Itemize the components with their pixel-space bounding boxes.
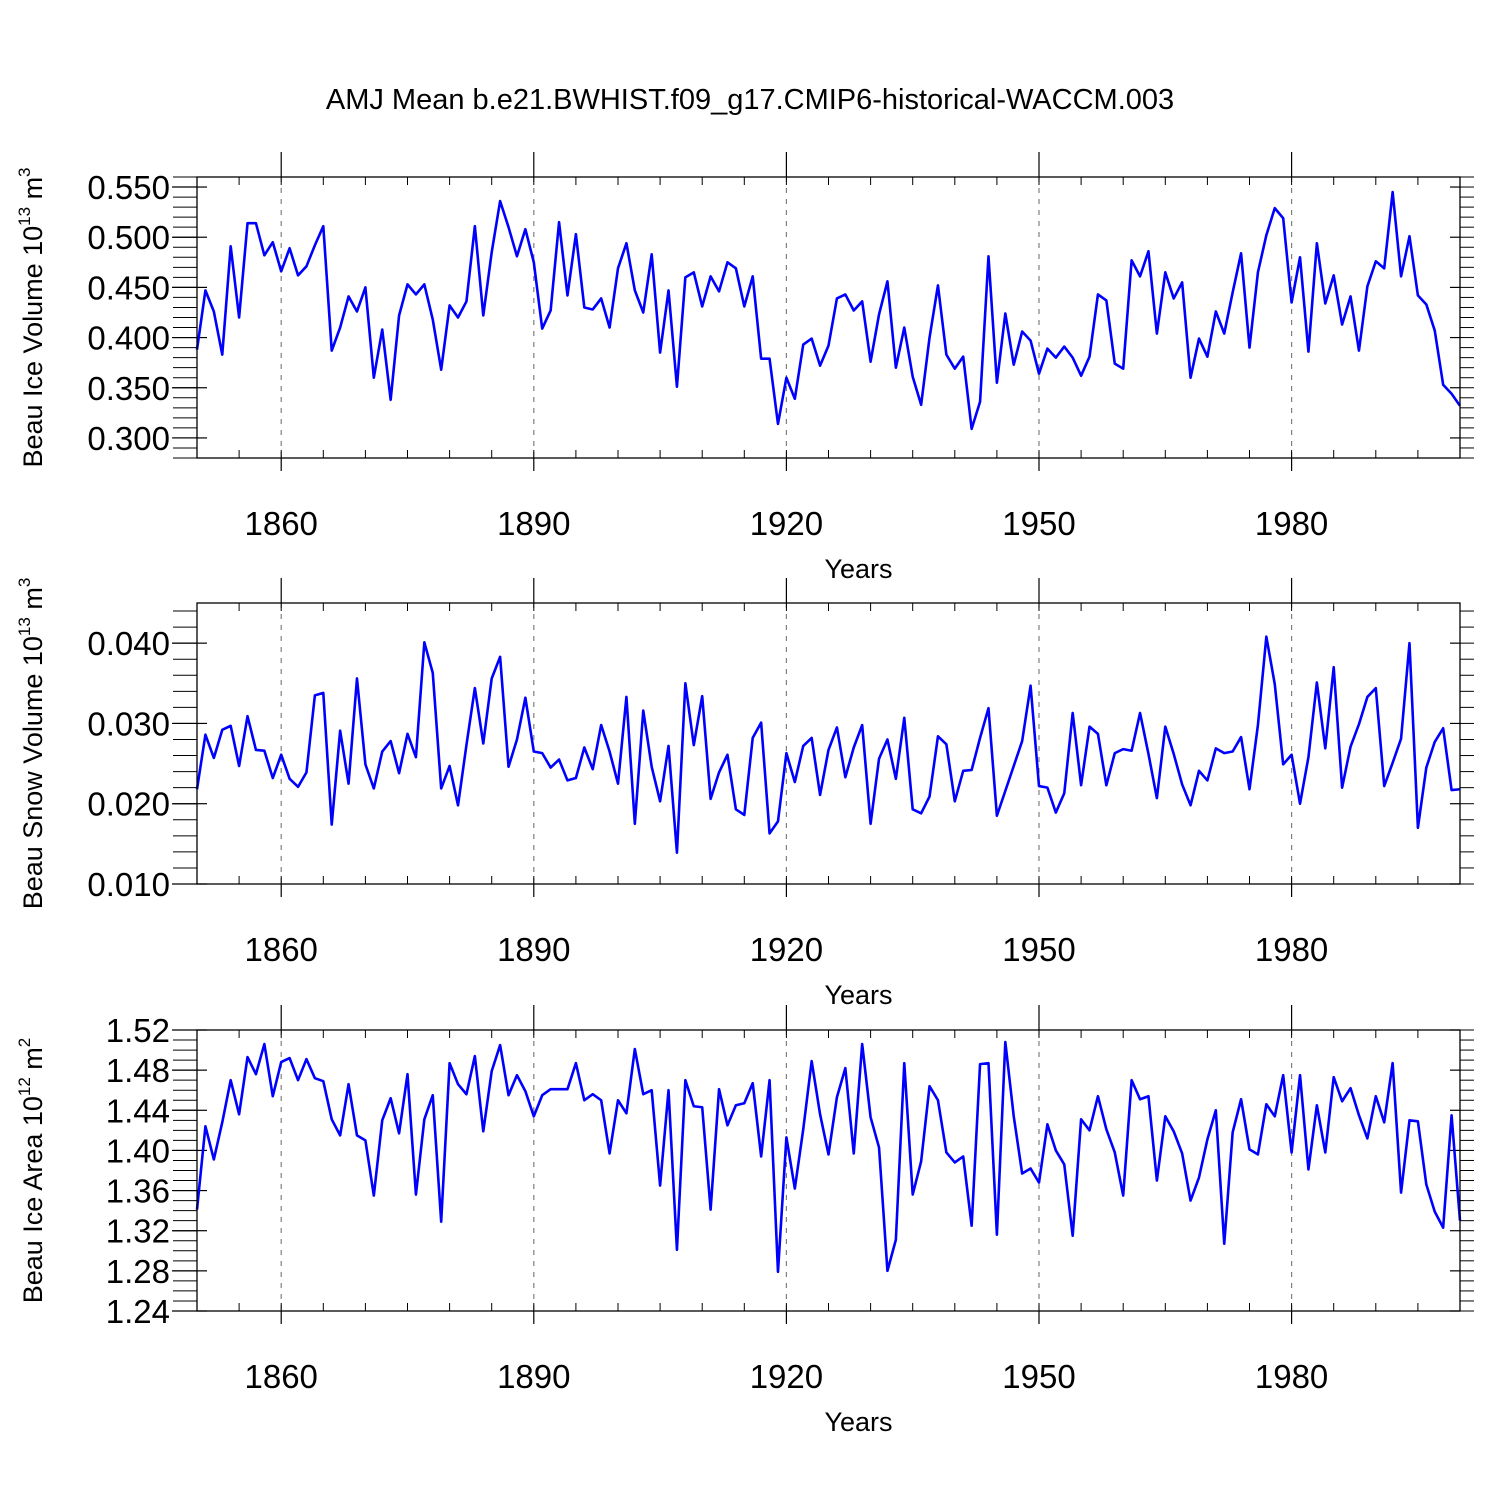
x-tick-label: 1950: [1002, 505, 1075, 542]
plot-frame: [196, 602, 1461, 885]
y-tick-label: 0.030: [87, 705, 170, 742]
y-tick-label: 1.48: [106, 1052, 170, 1089]
series-line-ice-area: [195, 1040, 1462, 1274]
y-tick-label: 1.40: [106, 1132, 170, 1169]
y-tick-label: 0.040: [87, 625, 170, 662]
y-tick-label: 1.52: [106, 1012, 170, 1049]
y-tick-label: 1.36: [106, 1173, 170, 1210]
panel-ice-volume: 1860 1890 1920 1950 1980 0.300 0.350 0.400 0.450…: [15, 152, 1474, 584]
series-line-ice-volume: [195, 190, 1462, 431]
y-tick-label: 0.400: [87, 320, 170, 357]
x-axis-label: Years: [824, 554, 892, 584]
y-tick-label: 0.450: [87, 269, 170, 306]
x-tick-label: 1890: [497, 1358, 570, 1395]
y-axis-label: Beau Snow Volume 1013 m3: [15, 578, 48, 910]
y-tick-label: 0.550: [87, 169, 170, 206]
x-tick-label: 1920: [750, 1358, 823, 1395]
x-tick-label: 1890: [497, 505, 570, 542]
x-tick-label: 1860: [244, 505, 317, 542]
y-axis-label: Beau Ice Volume 1013 m3: [15, 167, 48, 467]
x-tick-label: 1860: [244, 1358, 317, 1395]
x-axis-label: Years: [824, 980, 892, 1010]
y-tick-label: 0.020: [87, 786, 170, 823]
y-tick-label: 0.350: [87, 370, 170, 407]
x-tick-label: 1920: [750, 931, 823, 968]
x-tick-label: 1980: [1255, 931, 1328, 968]
x-tick-label: 1980: [1255, 1358, 1328, 1395]
series-line-snow-volume: [195, 635, 1461, 854]
y-tick-label: 1.32: [106, 1213, 170, 1250]
y-tick-label: 0.300: [87, 420, 170, 457]
panel-snow-volume: 1860 1890 1920 1950 1980 0.010 0.020 0.030 0.040…: [15, 578, 1474, 1010]
x-axis-label: Years: [824, 1407, 892, 1437]
y-tick-label: 1.24: [106, 1293, 170, 1330]
panel-ice-area: 1860 1890 1920 1950 1980 1.241.281.321.36 1.40…: [15, 1005, 1474, 1437]
y-tick-label: 0.500: [87, 219, 170, 256]
y-tick-label: 1.28: [106, 1253, 170, 1290]
plot-frame: [196, 1029, 1461, 1312]
x-tick-label: 1890: [497, 931, 570, 968]
x-tick-label: 1950: [1002, 931, 1075, 968]
x-tick-label: 1950: [1002, 1358, 1075, 1395]
x-tick-label: 1860: [244, 931, 317, 968]
y-axis-label: Beau Ice Area 1012 m2: [15, 1038, 48, 1304]
plot-frame: [196, 176, 1461, 459]
y-tick-label: 1.44: [106, 1092, 170, 1129]
x-tick-label: 1980: [1255, 505, 1328, 542]
y-tick-label: 0.010: [87, 866, 170, 903]
x-tick-label: 1920: [750, 505, 823, 542]
page-title: AMJ Mean b.e21.BWHIST.f09_g17.CMIP6-hist…: [325, 84, 1175, 116]
